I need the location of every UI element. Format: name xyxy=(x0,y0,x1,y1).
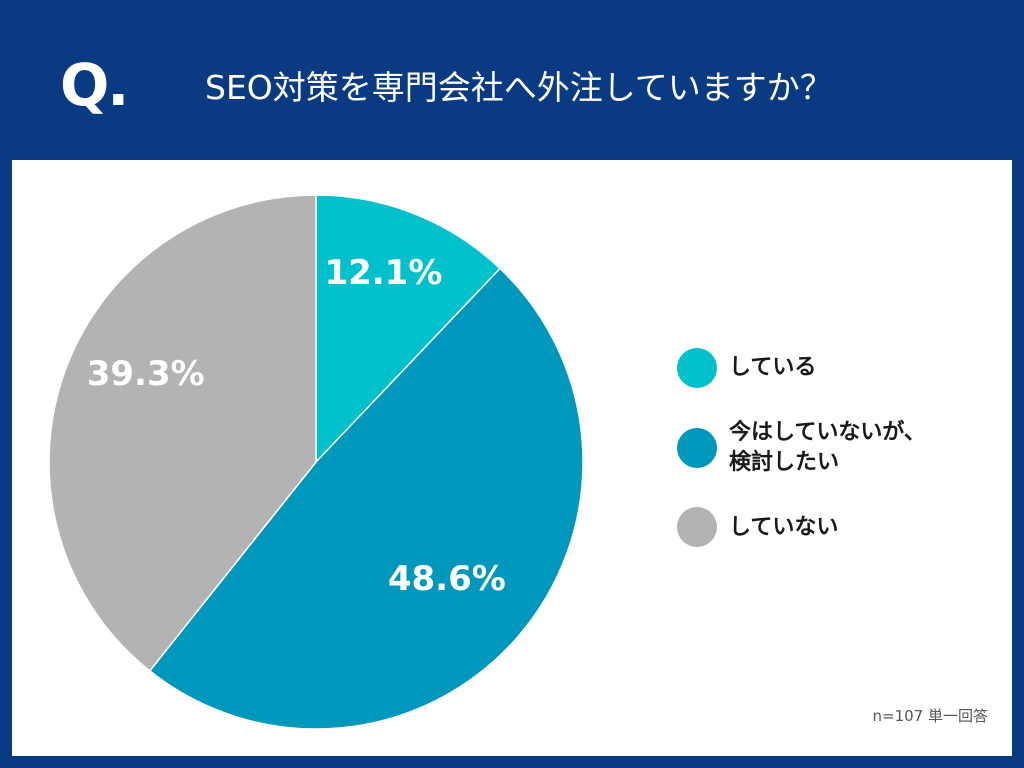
pie-slice-2 xyxy=(48,194,317,672)
legend-item-0: している xyxy=(677,348,997,388)
pie-slice-0 xyxy=(315,194,502,464)
legend-swatch-1 xyxy=(677,427,717,468)
legend-item-1: 今はしていないが、 検討したい xyxy=(677,418,997,477)
data-label-1: 48.6% xyxy=(388,559,506,599)
data-label-2: 39.3% xyxy=(87,354,205,394)
legend-label-1: 今はしていないが、 検討したい xyxy=(729,420,926,475)
legend-label-2: していない xyxy=(729,514,839,540)
legend-item-2: していない xyxy=(677,507,997,548)
sample-note: n=107 単一回答 xyxy=(872,707,988,725)
question-mark-logo: Q. xyxy=(60,51,129,119)
pie-chart: 12.1% 48.6% 39.3% xyxy=(48,194,584,730)
legend-swatch-2 xyxy=(677,507,717,548)
legend-label-0: している xyxy=(729,355,817,381)
data-label-0: 12.1% xyxy=(324,253,442,293)
chart-title: SEO対策を専門会社へ外注していますか？ xyxy=(205,68,833,107)
chart-panel: 12.1% 48.6% 39.3% している 今はしていないが、 検討したい してい… xyxy=(12,160,1012,756)
header-bar: Q. SEO対策を専門会社へ外注していますか？ xyxy=(0,0,1024,160)
legend-swatch-0 xyxy=(677,348,717,388)
legend: している 今はしていないが、 検討したい していない xyxy=(677,348,997,577)
pie-slice-1 xyxy=(148,267,584,730)
